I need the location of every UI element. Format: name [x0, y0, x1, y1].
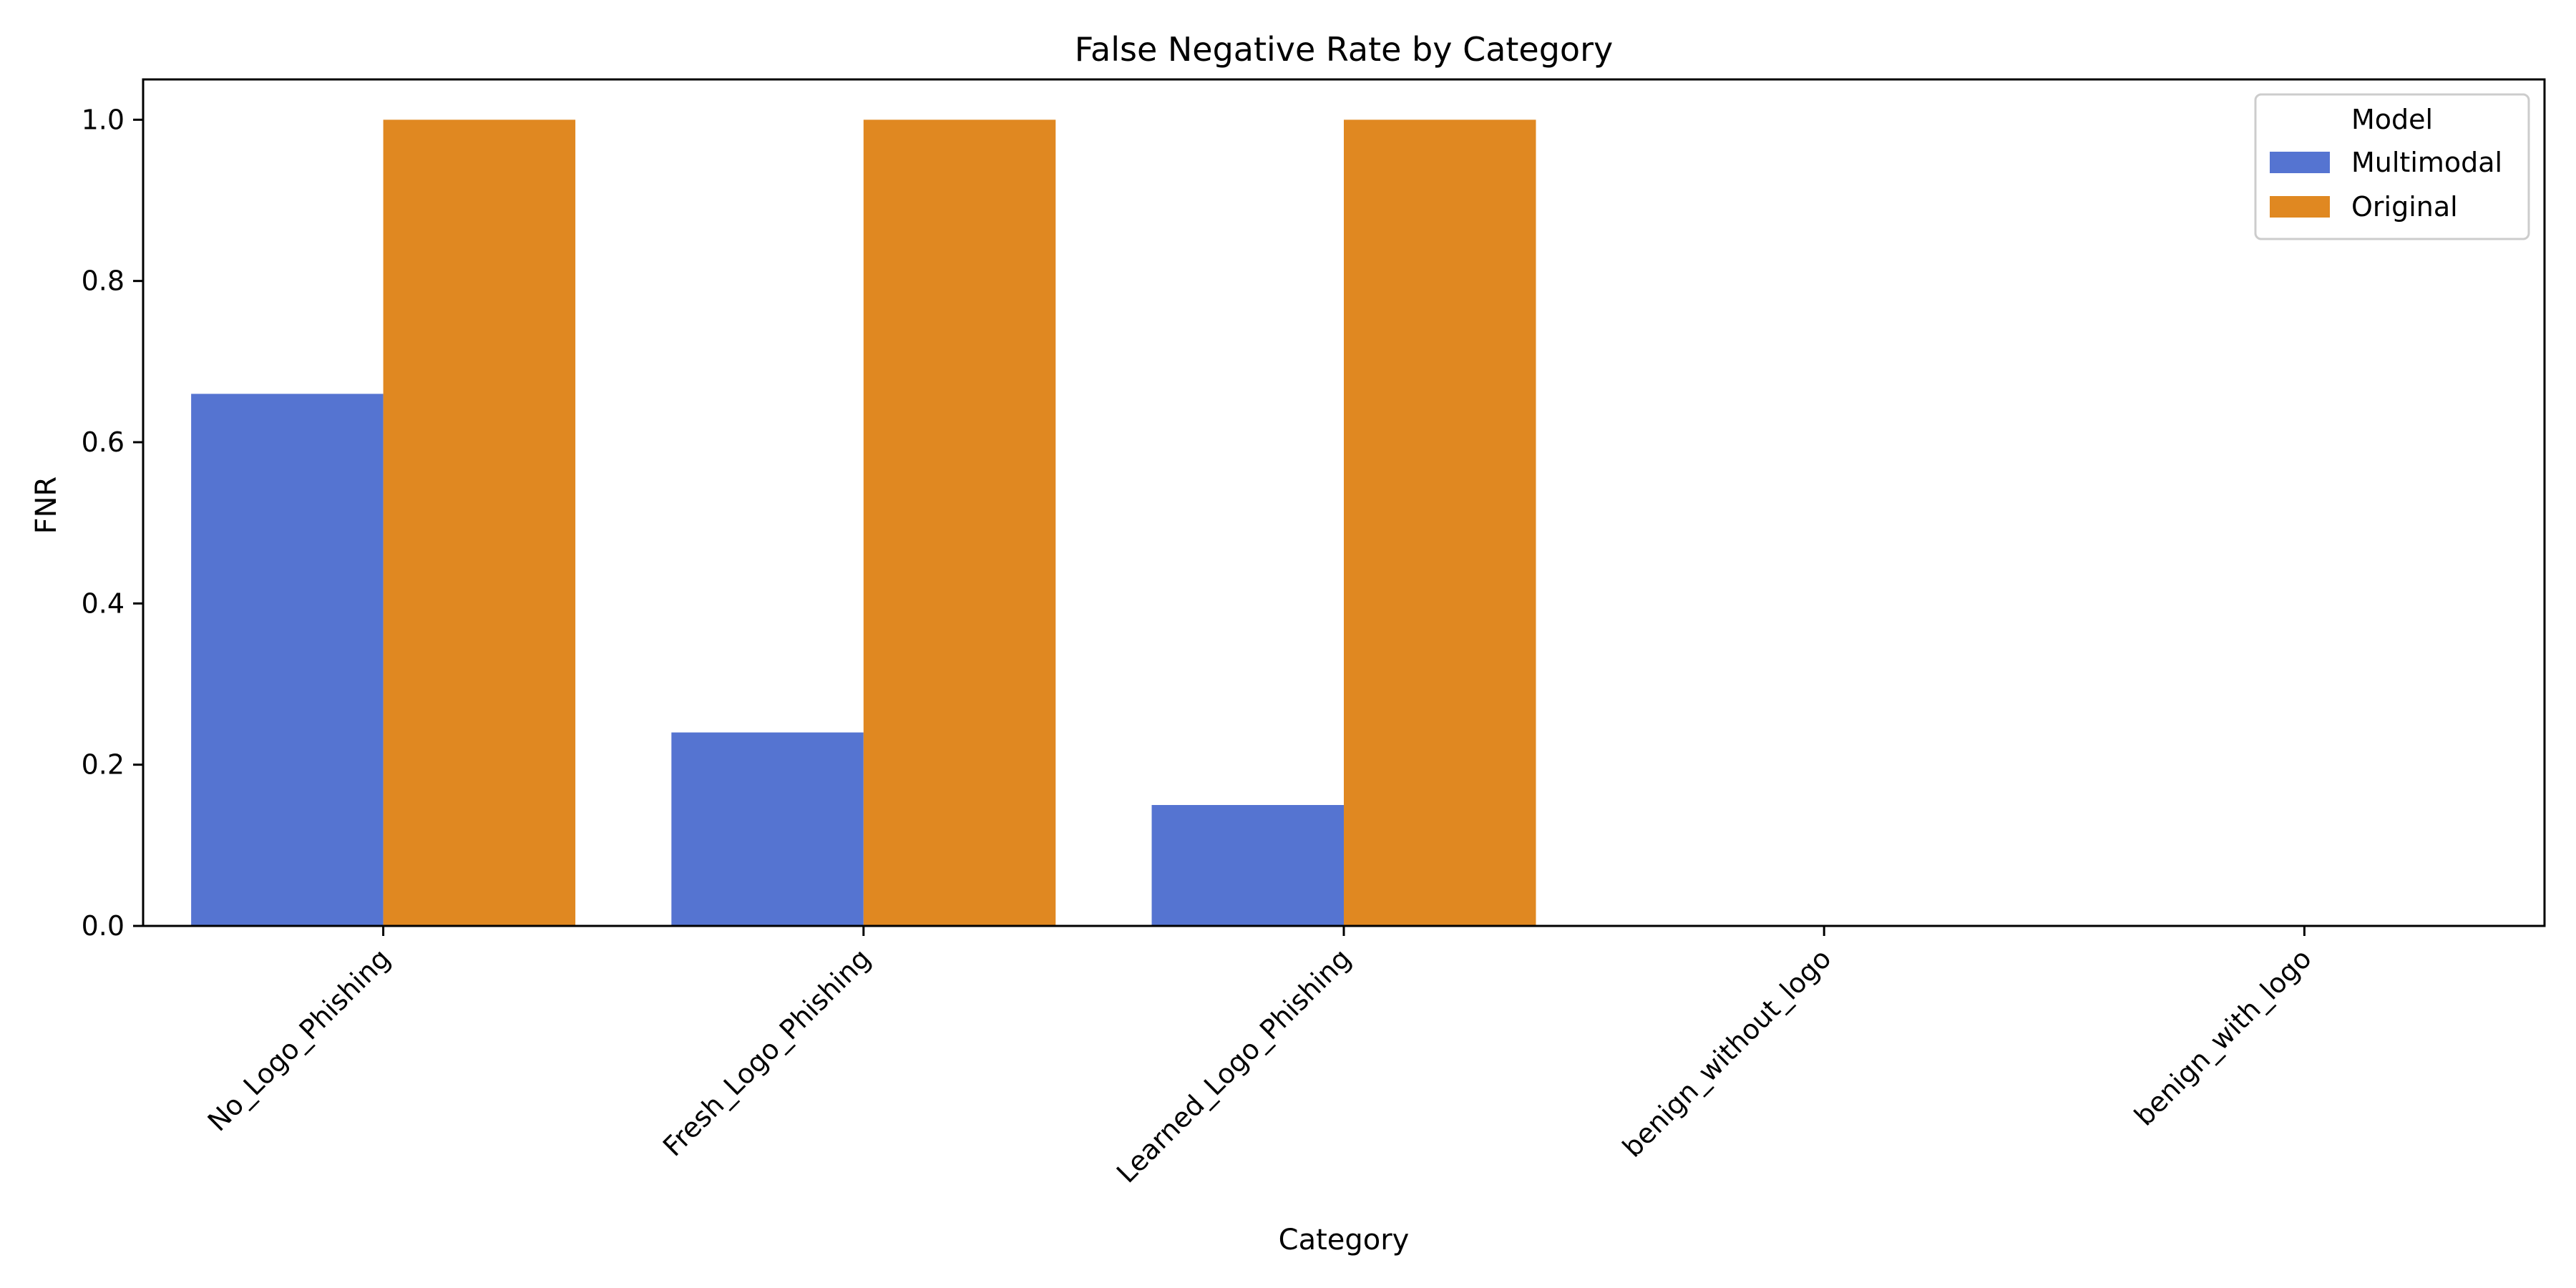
- bar-original-fresh-logo-phishing: [863, 119, 1056, 926]
- legend-items: Multimodal Original: [2270, 147, 2502, 223]
- legend-title: Model: [2351, 104, 2433, 135]
- bar-multimodal-fresh-logo-phishing: [671, 732, 864, 926]
- y-tick-label: 0.6: [82, 426, 125, 458]
- y-axis: 0.0 0.2 0.4 0.6 0.8 1.0: [82, 104, 143, 942]
- chart-title: False Negative Rate by Category: [1075, 30, 1613, 69]
- bar-multimodal-no-logo-phishing: [191, 394, 384, 926]
- y-tick-label: 1.0: [82, 104, 125, 135]
- y-tick-label: 0.4: [82, 587, 125, 619]
- legend: Model Multimodal Original: [2254, 93, 2530, 240]
- y-tick-label: 0.8: [82, 265, 125, 297]
- legend-swatch-original: [2270, 196, 2330, 218]
- legend-label-multimodal: Multimodal: [2351, 147, 2502, 178]
- y-tick-label: 0.0: [82, 910, 125, 942]
- x-axis-label: Category: [1279, 1224, 1410, 1257]
- legend-swatch-multimodal: [2270, 152, 2330, 173]
- legend-label-original: Original: [2351, 191, 2458, 223]
- y-axis-label: FNR: [30, 477, 63, 535]
- bar-multimodal-learned-logo-phishing: [1151, 805, 1344, 926]
- bar-original-learned-logo-phishing: [1344, 119, 1536, 926]
- y-tick-label: 0.2: [82, 749, 125, 781]
- bars-group: [191, 119, 1536, 926]
- bar-original-no-logo-phishing: [383, 119, 576, 926]
